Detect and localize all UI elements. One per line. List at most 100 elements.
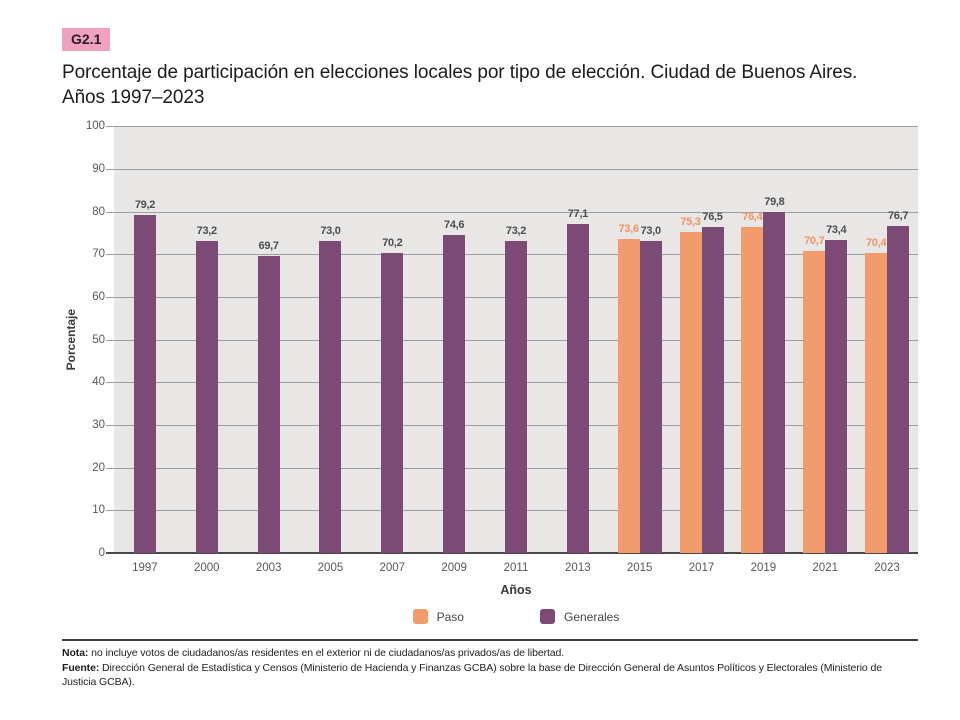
bar-wrap-paso-2015: 73,6 bbox=[617, 126, 640, 554]
gridline-90 bbox=[106, 168, 918, 170]
bar-wrap-generales-2013: 77,1 bbox=[566, 126, 589, 554]
value-label-generales-2003: 69,7 bbox=[258, 239, 280, 252]
y-tick-label-70: 70 bbox=[92, 248, 105, 261]
bar-group-2021: 70,7 73,4 2021 bbox=[794, 126, 856, 574]
bar-wrap-generales-2000: 73,2 bbox=[195, 126, 218, 554]
value-label-generales-2011: 73,2 bbox=[505, 224, 527, 237]
note-line: Nota: no incluye votos de ciudadanos/as … bbox=[62, 646, 918, 660]
note-text: no incluye votos de ciudadanos/as reside… bbox=[91, 647, 565, 660]
legend-swatch-generales bbox=[539, 609, 555, 625]
bar-paso-2021 bbox=[803, 251, 826, 554]
y-tick-label-60: 60 bbox=[92, 290, 105, 303]
x-tick-label-2015: 2015 bbox=[626, 562, 653, 575]
bar-wrap-generales-2019: 79,8 bbox=[763, 126, 786, 554]
bar-generales-2015 bbox=[639, 241, 662, 554]
bar-generales-2019 bbox=[763, 212, 786, 554]
x-tick-label-2013: 2013 bbox=[565, 562, 591, 575]
bar-group-1997: 79,2 1997 bbox=[114, 126, 176, 574]
bar-group-2009: 74,6 2009 bbox=[423, 126, 485, 575]
chart-title-line2: Años 1997–2023 bbox=[62, 87, 205, 109]
value-label-generales-2000: 73,2 bbox=[196, 224, 218, 237]
bar-generales-2021 bbox=[825, 239, 848, 554]
bar-groups-row: 79,2 1997 73,2 2000 69,7 2003 73,0 2005 70,2 2007… bbox=[114, 126, 918, 575]
value-label-generales-2007: 70,2 bbox=[382, 237, 403, 250]
plot-area: 79,2 1997 73,2 2000 69,7 2003 73,0 2005 70,2 2007… bbox=[106, 126, 918, 575]
value-label-generales-2017: 76,5 bbox=[702, 210, 723, 223]
bar-generales-2011 bbox=[504, 240, 527, 554]
y-tick-label-0: 0 bbox=[98, 547, 105, 560]
value-label-generales-1997: 79,2 bbox=[134, 198, 156, 211]
bar-generales-2009 bbox=[443, 234, 466, 554]
chart-title-line1: Porcentaje de participación en eleccione… bbox=[62, 62, 858, 83]
bar-generales-2013 bbox=[566, 223, 589, 554]
footnotes: Nota: no incluye votos de ciudadanos/as … bbox=[62, 646, 918, 689]
legend-label-paso: Paso bbox=[436, 609, 464, 624]
source-text: Dirección General de Estadística y Censo… bbox=[62, 661, 882, 689]
chart-plot-row: Porcentaje 0 10 20 30 40 50 60 70 80 90 100 79,2 19… bbox=[62, 120, 918, 575]
legend-item-paso: Paso bbox=[412, 609, 464, 625]
bar-group-2005: 73,0 2005 bbox=[300, 126, 362, 574]
legend-item-generales: Generales bbox=[539, 609, 620, 625]
x-tick-label-2021: 2021 bbox=[812, 562, 838, 575]
bar-wrap-paso-2023: 70,4 bbox=[865, 126, 888, 554]
y-axis-title: Porcentaje bbox=[64, 308, 78, 371]
bar-wrap-generales-2015: 73,0 bbox=[639, 126, 662, 554]
bar-wrap-paso-2017: 75,3 bbox=[679, 126, 702, 554]
legend-label-generales: Generales bbox=[563, 609, 620, 624]
y-tick-label-20: 20 bbox=[92, 461, 105, 474]
gridline-100 bbox=[106, 126, 918, 128]
value-label-generales-2013: 77,1 bbox=[567, 207, 589, 220]
source-line: Fuente: Dirección General de Estadística… bbox=[62, 661, 918, 690]
figure-code-badge: G2.1 bbox=[62, 28, 111, 51]
x-tick-label-2007: 2007 bbox=[379, 562, 406, 575]
gridline-80 bbox=[106, 211, 918, 213]
x-tick-label-2003: 2003 bbox=[255, 562, 282, 575]
note-label: Nota: bbox=[62, 647, 89, 660]
y-tick-label-80: 80 bbox=[92, 205, 105, 218]
bar-wrap-generales-1997: 79,2 bbox=[133, 126, 156, 554]
bar-group-2017: 75,3 76,5 2017 bbox=[671, 126, 733, 574]
value-label-generales-2009: 74,6 bbox=[444, 218, 465, 231]
bar-wrap-paso-2019: 76,4 bbox=[741, 126, 764, 554]
bar-group-2023: 70,4 76,7 2023 bbox=[856, 126, 918, 574]
x-tick-label-2023: 2023 bbox=[874, 562, 900, 575]
value-label-paso-2021: 70,7 bbox=[804, 235, 825, 248]
bar-generales-2017 bbox=[701, 226, 724, 554]
x-axis-line bbox=[106, 552, 918, 555]
bar-wrap-generales-2017: 76,5 bbox=[701, 126, 724, 554]
legend-swatch-paso bbox=[412, 609, 428, 625]
bar-wrap-generales-2009: 74,6 bbox=[443, 126, 466, 554]
value-label-generales-2021: 73,4 bbox=[826, 223, 847, 236]
bar-chart: Porcentaje 0 10 20 30 40 50 60 70 80 90 100 79,2 19… bbox=[62, 120, 918, 625]
legend: Paso Generales bbox=[114, 609, 918, 625]
bar-group-2007: 70,2 2007 bbox=[361, 126, 423, 574]
bar-wrap-paso-2021: 70,7 bbox=[803, 126, 826, 554]
x-axis-title: Años bbox=[500, 583, 532, 598]
bar-paso-2019 bbox=[741, 226, 764, 554]
value-label-generales-2023: 76,7 bbox=[887, 209, 909, 222]
value-label-paso-2017: 75,3 bbox=[680, 215, 701, 228]
bar-generales-2000 bbox=[195, 240, 218, 554]
value-label-paso-2015: 73,6 bbox=[618, 222, 640, 235]
value-label-paso-2019: 76,4 bbox=[742, 210, 763, 223]
bar-wrap-generales-2011: 73,2 bbox=[504, 126, 527, 554]
bar-group-2000: 73,2 2000 bbox=[176, 126, 238, 575]
bar-wrap-generales-2021: 73,4 bbox=[825, 126, 848, 554]
y-tick-label-100: 100 bbox=[85, 120, 105, 133]
bar-wrap-generales-2003: 69,7 bbox=[257, 126, 280, 554]
bar-paso-2015 bbox=[617, 238, 640, 554]
y-tick-label-50: 50 bbox=[92, 333, 105, 346]
chart-title: Porcentaje de participación en eleccione… bbox=[62, 60, 918, 110]
bar-group-2003: 69,7 2003 bbox=[238, 126, 300, 575]
x-tick-label-1997: 1997 bbox=[132, 562, 158, 575]
bar-paso-2023 bbox=[865, 252, 888, 554]
value-label-generales-2005: 73,0 bbox=[320, 225, 341, 238]
x-tick-label-2019: 2019 bbox=[750, 562, 777, 575]
footer-divider bbox=[62, 639, 918, 642]
bar-generales-1997 bbox=[133, 214, 156, 554]
bar-generales-2023 bbox=[887, 225, 910, 554]
x-tick-label-2017: 2017 bbox=[688, 562, 715, 575]
bar-wrap-generales-2007: 70,2 bbox=[381, 126, 404, 554]
bar-generales-2007 bbox=[381, 253, 404, 554]
